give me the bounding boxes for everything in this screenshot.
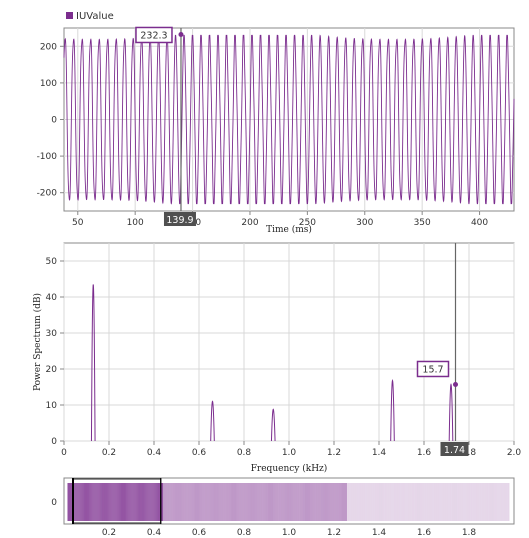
spectrum-y-ticks: 50 40 30 20 10 0 bbox=[46, 257, 64, 447]
navigator-x-tick-label: 0.4 bbox=[147, 528, 162, 538]
time-x-tick-label: 100 bbox=[127, 218, 144, 228]
time-cursor-point bbox=[178, 31, 184, 37]
time-x-tick-label: 300 bbox=[356, 218, 373, 228]
spectrum-x-tick-label: 0.6 bbox=[192, 448, 207, 458]
spectrum-y-tick-label: 50 bbox=[46, 257, 58, 267]
time-y-tick-label: -200 bbox=[37, 189, 58, 199]
spectrum-cursor[interactable]: 15.7 1.74 bbox=[416, 243, 469, 456]
spectrum-x-tick-label: 0 bbox=[61, 448, 67, 458]
time-y-tick-label: 0 bbox=[51, 116, 57, 126]
navigator-y-tick-label: 0 bbox=[51, 498, 57, 508]
navigator-x-tick-label: 1.0 bbox=[282, 528, 297, 538]
spectrum-x-tick-label: 1.0 bbox=[282, 448, 297, 458]
navigator-waveform bbox=[67, 483, 510, 521]
spectrum-cursor-tag-label: 1.74 bbox=[444, 445, 465, 456]
spectrum-chart: 50 40 30 20 10 0 0 0.2 0.4 0.6 0.8 1.0 1.2 1.4 1.6 1.8… bbox=[32, 242, 521, 474]
navigator-x-tick-label: 1.2 bbox=[327, 528, 341, 538]
spectrum-cursor-point bbox=[453, 381, 458, 387]
time-cursor-tag bbox=[163, 212, 196, 226]
spectrum-x-tick-label: 1.8 bbox=[462, 448, 477, 458]
time-value-label: 232.3 bbox=[140, 30, 167, 41]
navigator-x-tick-label: 1.4 bbox=[372, 528, 387, 538]
spectrum-y-tick-label: 20 bbox=[46, 365, 58, 375]
spectrum-x-tick-label: 1.4 bbox=[372, 448, 387, 458]
legend-label: IUValue bbox=[76, 11, 114, 22]
time-cursor-tag-label: 139.9 bbox=[166, 215, 193, 226]
legend-swatch bbox=[66, 12, 73, 19]
power-axis-label: Power Spectrum (dB) bbox=[32, 293, 43, 391]
spectrum-x-tick-label: 1.6 bbox=[417, 448, 432, 458]
navigator-y-ticks: 0 bbox=[51, 498, 57, 508]
spectrum-y-tick-label: 30 bbox=[46, 329, 58, 339]
navigator-x-tick-label: 1.8 bbox=[462, 528, 477, 538]
spectrum-peak bbox=[390, 379, 395, 442]
time-y-tick-label: -100 bbox=[37, 152, 58, 162]
spectrum-value-box bbox=[416, 360, 450, 378]
spectrum-value-label: 15.7 bbox=[422, 364, 443, 375]
spectrum-x-tick-label: 0.8 bbox=[237, 448, 252, 458]
spectrum-peak bbox=[210, 400, 215, 442]
spectrum-cursor-tag bbox=[440, 442, 469, 456]
time-cursor[interactable]: 232.3 139.9 bbox=[135, 26, 196, 226]
navigator-selection[interactable] bbox=[72, 478, 162, 524]
time-x-tick-label: 250 bbox=[299, 218, 316, 228]
spectrum-x-tick-label: 0.4 bbox=[147, 448, 162, 458]
spectrum-peak bbox=[270, 408, 276, 442]
spectrum-peak bbox=[448, 383, 454, 442]
iuvalue-series-line bbox=[63, 34, 515, 205]
spectrum-grid bbox=[63, 243, 515, 442]
navigator-x-tick-label: 0.6 bbox=[192, 528, 207, 538]
spectrum-y-tick-label: 0 bbox=[51, 437, 57, 447]
navigator-x-tick-label: 0.2 bbox=[102, 528, 116, 538]
navigator-x-ticks: 0.2 0.4 0.6 0.8 1.0 1.2 1.4 1.6 1.8 bbox=[102, 528, 477, 538]
iuvalue-line-path bbox=[63, 34, 515, 205]
spectrum-x-ticks: 0 0.2 0.4 0.6 0.8 1.0 1.2 1.4 1.6 1.8 2.0 bbox=[61, 441, 521, 458]
spectrum-y-tick-label: 10 bbox=[46, 401, 58, 411]
frequency-axis-label: Frequency (kHz) bbox=[251, 463, 328, 474]
spectrum-y-tick-label: 40 bbox=[46, 293, 58, 303]
time-x-tick-label: 200 bbox=[241, 218, 258, 228]
time-y-tick-label: 100 bbox=[40, 79, 57, 89]
time-y-tick-label: 200 bbox=[40, 42, 57, 52]
spectrum-peak bbox=[90, 284, 96, 442]
time-axis-label: Time (ms) bbox=[266, 224, 312, 235]
time-x-tick-label: 400 bbox=[471, 218, 488, 228]
spectrum-x-tick-label: 2.0 bbox=[507, 448, 522, 458]
time-x-tick-label: 350 bbox=[414, 218, 431, 228]
spectrum-series-line bbox=[90, 284, 454, 442]
navigator-x-tick-label: 0.8 bbox=[237, 528, 252, 538]
navigator-x-tick-label: 1.6 bbox=[417, 528, 432, 538]
time-x-tick-label: 50 bbox=[72, 218, 84, 228]
spectrum-x-tick-label: 1.2 bbox=[327, 448, 341, 458]
overview-navigator[interactable]: 0 0.2 0.4 0.6 0.8 1.0 1.2 1.4 1.6 1.8 bbox=[51, 477, 515, 538]
time-y-ticks: 200 100 0 -100 -200 bbox=[37, 42, 64, 199]
time-value-box bbox=[135, 26, 173, 44]
navigator-selection-box bbox=[72, 478, 162, 524]
spectrum-x-tick-label: 0.2 bbox=[102, 448, 116, 458]
